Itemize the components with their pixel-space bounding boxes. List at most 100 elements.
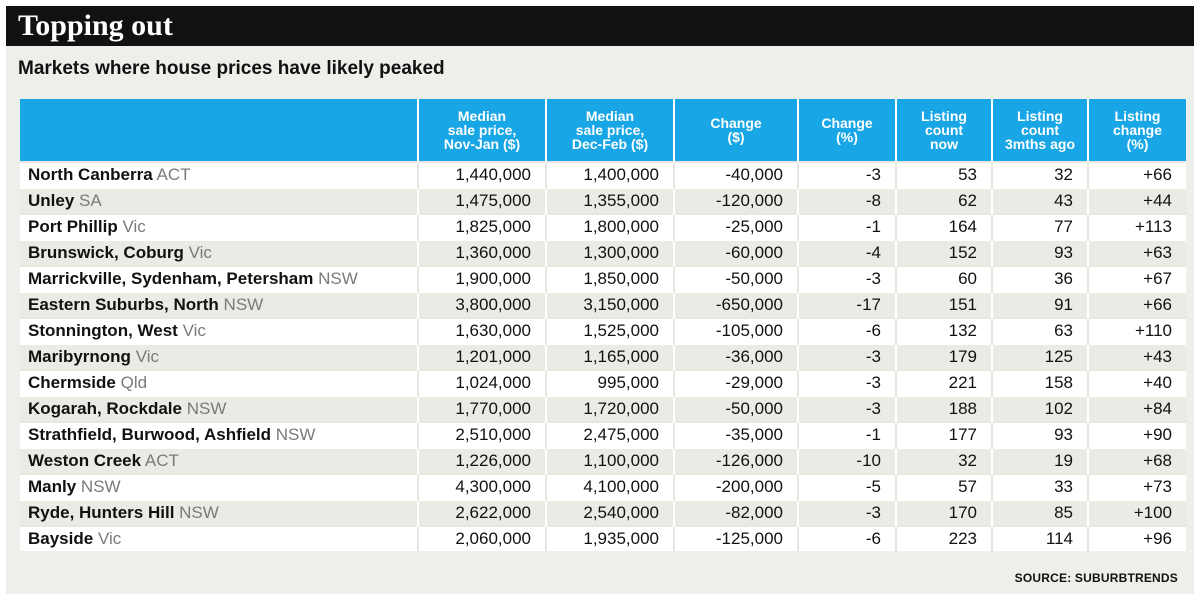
value-cell: 1,355,000 — [545, 187, 674, 214]
value-cell: -25,000 — [673, 213, 798, 240]
value-cell: 19 — [991, 447, 1088, 474]
value-cell: 3,150,000 — [545, 291, 674, 318]
value-cell: -40,000 — [673, 161, 798, 188]
state-label: Qld — [120, 373, 148, 392]
value-cell: 132 — [895, 317, 992, 344]
value-cell: -200,000 — [673, 473, 798, 500]
header-row: Median sale price, Nov-Jan ($) Median sale … — [20, 99, 1186, 162]
suburb-name: Maribyrnong — [28, 347, 131, 366]
value-cell: 1,630,000 — [417, 317, 546, 344]
value-cell: -125,000 — [673, 525, 798, 551]
suburb-cell: Stonnington, West Vic — [20, 317, 418, 344]
suburb-name: Unley — [28, 191, 75, 210]
suburb-name: Bayside — [28, 529, 94, 548]
value-cell: 223 — [895, 525, 992, 551]
value-cell: -1 — [797, 421, 896, 448]
suburb-cell: Brunswick, Coburg Vic — [20, 239, 418, 266]
value-cell: +73 — [1087, 473, 1186, 500]
value-cell: 1,935,000 — [545, 525, 674, 551]
value-cell: +90 — [1087, 421, 1186, 448]
value-cell: +100 — [1087, 499, 1186, 526]
value-cell: 2,060,000 — [417, 525, 546, 551]
value-cell: 85 — [991, 499, 1088, 526]
value-cell: -82,000 — [673, 499, 798, 526]
value-cell: 4,100,000 — [545, 473, 674, 500]
value-cell: -650,000 — [673, 291, 798, 318]
suburb-name: Manly — [28, 477, 77, 496]
value-cell: +66 — [1087, 161, 1186, 188]
value-cell: +84 — [1087, 395, 1186, 422]
state-label: NSW — [275, 425, 316, 444]
value-cell: -6 — [797, 317, 896, 344]
value-cell: -5 — [797, 473, 896, 500]
value-cell: 1,900,000 — [417, 265, 546, 292]
suburb-name: Weston Creek — [28, 451, 142, 470]
value-cell: 1,300,000 — [545, 239, 674, 266]
value-cell: 1,770,000 — [417, 395, 546, 422]
value-cell: 1,400,000 — [545, 161, 674, 188]
column-header: Median sale price, Dec-Feb ($) — [545, 99, 674, 162]
value-cell: 114 — [991, 525, 1088, 551]
price-table: Median sale price, Nov-Jan ($) Median sale … — [20, 99, 1186, 551]
table-row: Brunswick, Coburg Vic 1,360,000 1,300,000-… — [20, 239, 1186, 266]
figure: Topping out Markets where house prices h… — [6, 6, 1194, 594]
figure-title: Topping out — [18, 9, 173, 42]
suburb-cell: Marrickville, Sydenham, Petersham NSW — [20, 265, 418, 292]
value-cell: +110 — [1087, 317, 1186, 344]
value-cell: 1,360,000 — [417, 239, 546, 266]
suburb-name: Kogarah, Rockdale — [28, 399, 182, 418]
suburb-cell: Manly NSW — [20, 473, 418, 500]
value-cell: -3 — [797, 265, 896, 292]
value-cell: 2,475,000 — [545, 421, 674, 448]
state-label: SA — [79, 191, 102, 210]
value-cell: 1,201,000 — [417, 343, 546, 370]
value-cell: 170 — [895, 499, 992, 526]
value-cell: 151 — [895, 291, 992, 318]
value-cell: 63 — [991, 317, 1088, 344]
value-cell: 995,000 — [545, 369, 674, 396]
table-row: Strathfield, Burwood, Ashfield NSW 2,510,… — [20, 421, 1186, 448]
table-body: North Canberra ACT 1,440,000 1,400,000 -40,… — [20, 161, 1186, 551]
column-header: Listing count 3mths ago — [991, 99, 1088, 162]
value-cell: -8 — [797, 187, 896, 214]
suburb-cell: Maribyrnong Vic — [20, 343, 418, 370]
suburb-name: Marrickville, Sydenham, Petersham — [28, 269, 314, 288]
value-cell: -105,000 — [673, 317, 798, 344]
value-cell: 125 — [991, 343, 1088, 370]
value-cell: 1,800,000 — [545, 213, 674, 240]
value-cell: 152 — [895, 239, 992, 266]
state-label: Vic — [122, 217, 146, 236]
value-cell: -60,000 — [673, 239, 798, 266]
value-cell: +63 — [1087, 239, 1186, 266]
suburb-name: Ryde, Hunters Hill — [28, 503, 175, 522]
value-cell: 177 — [895, 421, 992, 448]
column-header: Change (%) — [797, 99, 896, 162]
column-header: Change ($) — [673, 99, 798, 162]
value-cell: -3 — [797, 343, 896, 370]
value-cell: -35,000 — [673, 421, 798, 448]
table-row: Eastern Suburbs, North NSW 3,800,000 3,150… — [20, 291, 1186, 318]
suburb-cell: Strathfield, Burwood, Ashfield NSW — [20, 421, 418, 448]
suburb-name: Stonnington, West — [28, 321, 178, 340]
value-cell: 36 — [991, 265, 1088, 292]
value-cell: 164 — [895, 213, 992, 240]
figure-subtitle: Markets where house prices have likely p… — [18, 58, 445, 79]
column-header: Listing change (%) — [1087, 99, 1186, 162]
table-row: North Canberra ACT 1,440,000 1,400,000 -40,… — [20, 161, 1186, 188]
value-cell: +43 — [1087, 343, 1186, 370]
value-cell: -3 — [797, 395, 896, 422]
state-label: NSW — [318, 269, 358, 288]
state-label: ACT — [144, 451, 179, 470]
value-cell: -50,000 — [673, 395, 798, 422]
source-note: SOURCE: SUBURBTRENDS — [1014, 571, 1178, 585]
value-cell: 1,024,000 — [417, 369, 546, 396]
value-cell: 93 — [991, 421, 1088, 448]
value-cell: 32 — [991, 161, 1088, 188]
value-cell: 102 — [991, 395, 1088, 422]
suburb-cell: Eastern Suburbs, North NSW — [20, 291, 418, 318]
value-cell: 1,226,000 — [417, 447, 546, 474]
value-cell: -29,000 — [673, 369, 798, 396]
value-cell: -120,000 — [673, 187, 798, 214]
value-cell: +66 — [1087, 291, 1186, 318]
table-row: Kogarah, Rockdale NSW 1,770,000 1,720,000-… — [20, 395, 1186, 422]
